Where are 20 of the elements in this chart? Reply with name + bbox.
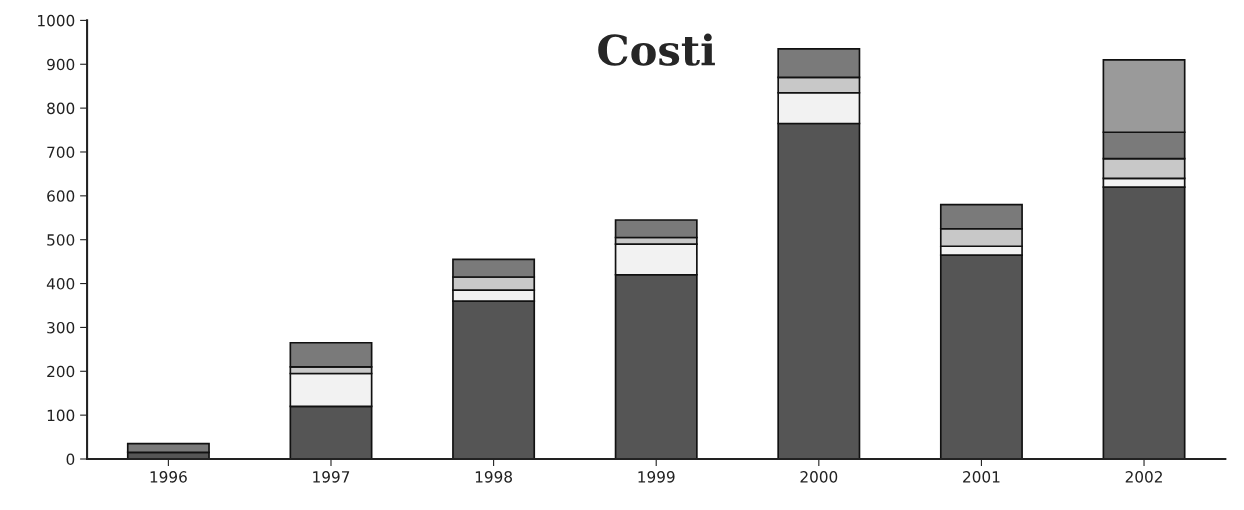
x-tick-label: 2000 — [800, 471, 838, 483]
y-tick-label: 400 — [46, 278, 75, 290]
x-tick-label: 1996 — [150, 471, 187, 483]
y-tick-label: 900 — [47, 58, 75, 71]
x-tick-label: 1999 — [638, 471, 675, 483]
bar — [126, 442, 210, 454]
y-tick-label: 100 — [47, 409, 75, 422]
y-tick-label: 700 — [47, 146, 75, 158]
y-tick-label: 200 — [47, 365, 75, 378]
x-tick-label: 2001 — [963, 471, 1000, 483]
x-tick-label: 2002 — [1125, 471, 1162, 483]
x-tick-label: 1998 — [475, 471, 512, 483]
x-tick-label: 1997 — [313, 471, 350, 483]
y-tick-label: 600 — [47, 190, 75, 202]
y-tick-label: 1000 — [38, 14, 75, 27]
chart-title: Costi — [598, 33, 715, 66]
y-tick-label: 800 — [47, 102, 75, 115]
y-tick-label: 500 — [47, 234, 75, 246]
y-tick-label: 0 — [66, 453, 75, 466]
y-tick-label: 300 — [47, 321, 75, 334]
